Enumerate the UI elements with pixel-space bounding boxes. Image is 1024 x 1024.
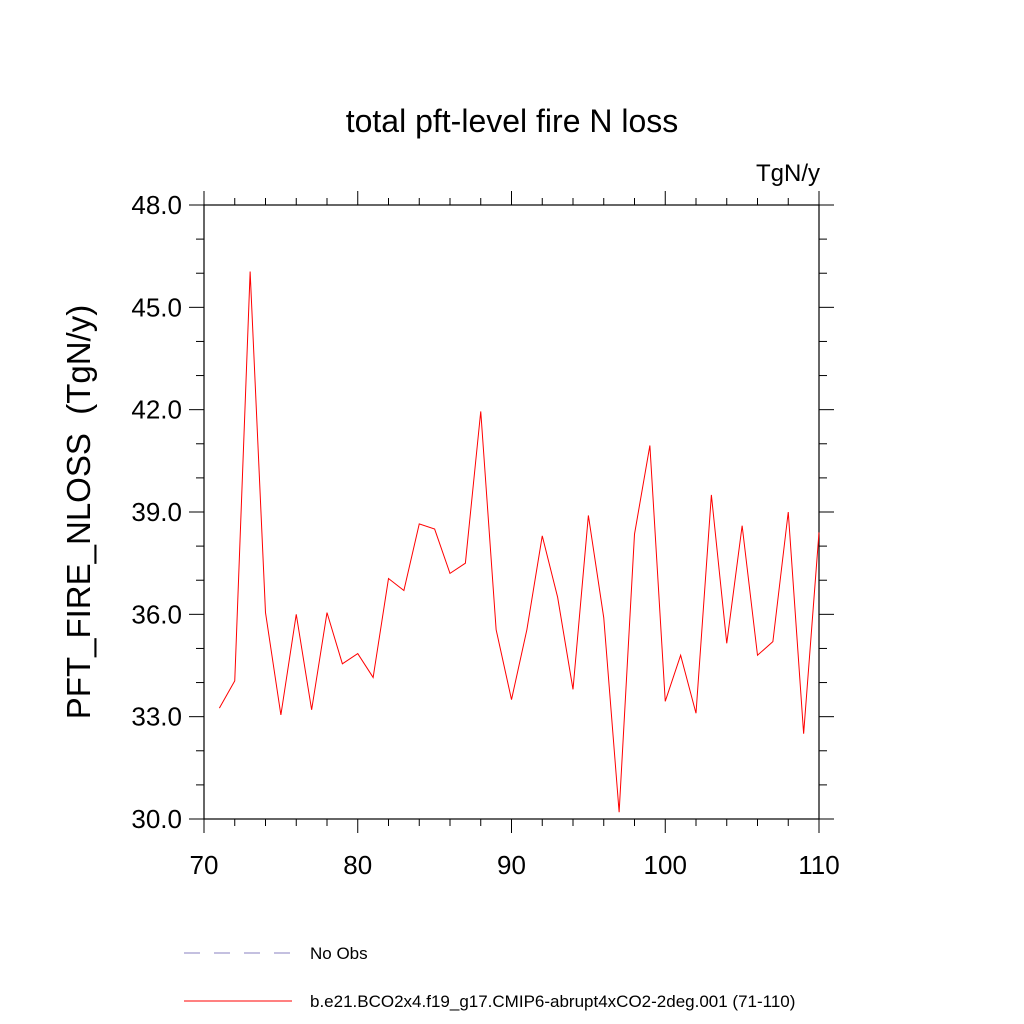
y-tick-label: 42.0: [131, 395, 182, 425]
y-tick-label: 33.0: [131, 702, 182, 732]
y-tick-label: 48.0: [131, 190, 182, 220]
plot-frame: [203, 204, 820, 820]
units-label: TgN/y: [756, 160, 820, 187]
y-tick-label: 36.0: [131, 599, 182, 629]
y-tick-labels: 30.0 33.0 36.0 39.0 42.0 45.0 48.0: [131, 190, 182, 834]
x-tick-label: 110: [798, 850, 839, 880]
x-tick-label: 80: [343, 850, 372, 880]
y-axis-label: PFT_FIRE_NLOSS (TgN/y): [60, 305, 97, 719]
chart-title: total pft-level fire N loss: [346, 103, 679, 139]
legend-label-no-obs: No Obs: [310, 944, 368, 963]
x-tick-label: 70: [190, 850, 219, 880]
series-line-0: [218, 271, 820, 813]
legend: No Obs b.e21.BCO2x4.f19_g17.CMIP6-abrupt…: [184, 944, 795, 1011]
y-tick-label: 39.0: [131, 497, 182, 527]
x-tick-labels: 70 80 90 100 110: [190, 850, 840, 880]
legend-label-model: b.e21.BCO2x4.f19_g17.CMIP6-abrupt4xCO2-2…: [310, 992, 795, 1011]
y-tick-label: 30.0: [131, 804, 182, 834]
y-tick-label: 45.0: [131, 292, 182, 322]
series-layer: [218, 271, 820, 813]
x-tick-label: 90: [497, 850, 526, 880]
x-tick-label: 100: [644, 850, 687, 880]
axis-ticks: [189, 191, 834, 833]
